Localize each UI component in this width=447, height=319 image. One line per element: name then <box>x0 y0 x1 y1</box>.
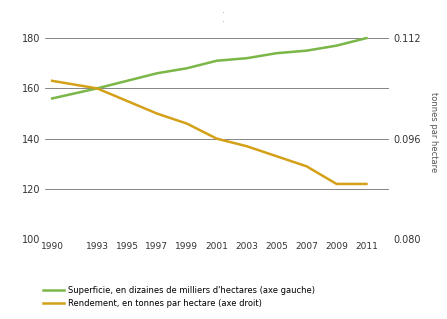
Y-axis label: tonnes par hectare: tonnes par hectare <box>429 92 438 173</box>
Legend: Superficie, en dizaines de milliers d'hectares (axe gauche), Rendement, en tonne: Superficie, en dizaines de milliers d'he… <box>40 283 319 312</box>
Text: ·: · <box>222 18 225 27</box>
Text: ·: · <box>222 8 225 18</box>
